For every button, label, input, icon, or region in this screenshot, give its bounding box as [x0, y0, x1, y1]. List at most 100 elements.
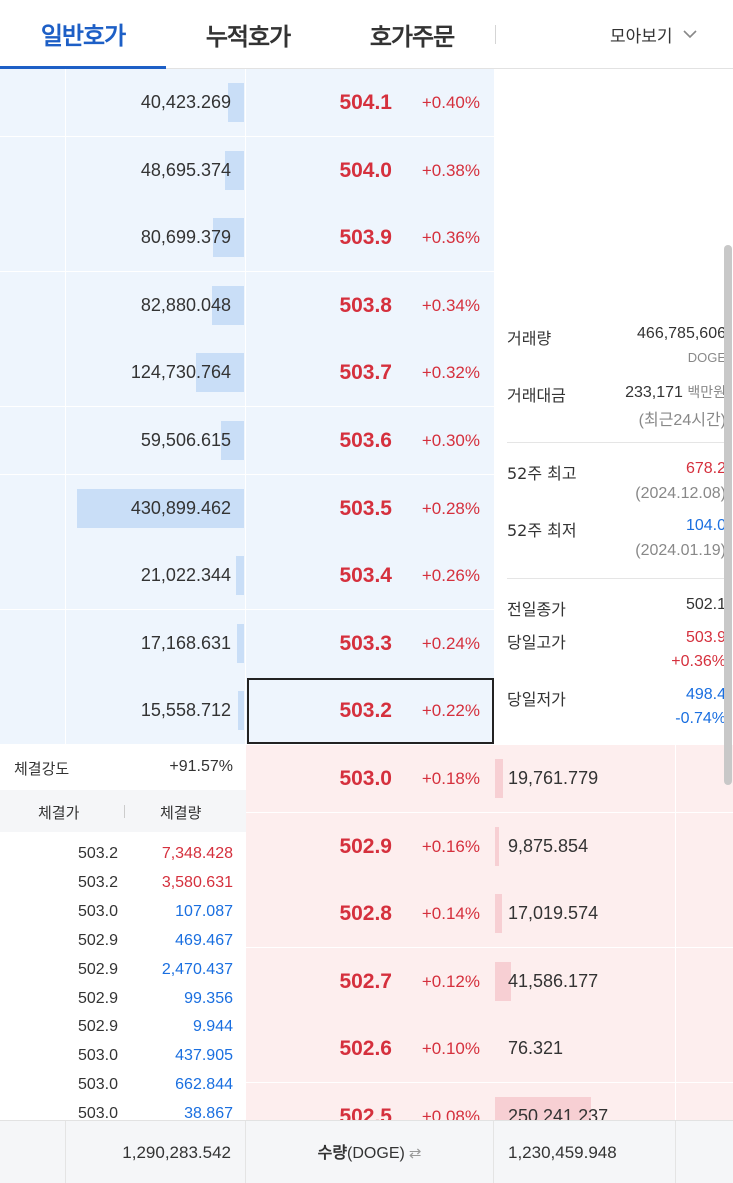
- ask-row[interactable]: 48,695.374 504.0 +0.38%: [0, 136, 733, 205]
- ask-change-pct: +0.22%: [421, 701, 480, 721]
- bid-row[interactable]: 502.6 +0.10% 76.321: [0, 1015, 733, 1084]
- ask-row[interactable]: 17,168.631 503.3 +0.24%: [0, 609, 733, 678]
- ask-total-qty: 1,290,283.542: [66, 1121, 246, 1183]
- ask-row[interactable]: 15,558.712 503.2 +0.22%: [0, 677, 733, 746]
- ask-change-pct: +0.30%: [421, 431, 480, 450]
- ask-price: 503.6: [339, 429, 392, 452]
- bid-qty-cell: 17,019.574: [494, 880, 675, 948]
- ask-qty-cell: 59,506.615: [0, 407, 246, 474]
- trade-qty: 2,470.437: [161, 960, 233, 978]
- amount-unit: 백만원: [687, 385, 726, 401]
- ask-qty: 430,899.462: [130, 497, 231, 518]
- trade-table-header: 체결가 체결량: [0, 790, 246, 832]
- row-divider: [0, 474, 494, 475]
- ask-row[interactable]: 124,730.764 503.7 +0.32%: [0, 339, 733, 408]
- ask-qty-cell: 40,423.269: [0, 69, 246, 136]
- ask-price: 503.2: [339, 699, 392, 723]
- trade-qty: 9.944: [192, 1018, 233, 1036]
- trade-price: 503.0: [77, 1076, 118, 1094]
- ask-price-cell[interactable]: 503.9 +0.36%: [246, 204, 494, 272]
- ask-depth-bar: [238, 691, 244, 731]
- scrollbar[interactable]: [724, 245, 732, 785]
- trade-price: 503.0: [77, 1105, 118, 1121]
- ask-row[interactable]: 59,506.615 503.6 +0.30%: [0, 407, 733, 475]
- row-divider: [246, 879, 733, 881]
- ask-price-cell[interactable]: 503.2 +0.22%: [246, 677, 494, 745]
- row-divider: [246, 947, 733, 949]
- bid-depth-bar: [495, 961, 511, 1001]
- trade-qty-header: 체결량: [160, 804, 202, 822]
- low52-date: (2024.01.19): [635, 542, 726, 559]
- tab-cumulative-orderbook[interactable]: 누적호가: [205, 23, 291, 51]
- bid-price-cell[interactable]: 502.8 +0.14%: [246, 880, 494, 948]
- bid-row[interactable]: 502.9 +0.16% 9,875.854: [0, 812, 733, 881]
- trade-price: 502.9: [77, 960, 118, 978]
- ask-row[interactable]: 21,022.344 503.4 +0.26%: [0, 542, 733, 611]
- ask-depth-bar: [225, 150, 244, 190]
- amount-label: 거래대금: [507, 386, 566, 405]
- header-divider: [124, 805, 125, 818]
- info-divider: [507, 442, 726, 443]
- bid-row[interactable]: 503.0 +0.18% 19,761.779: [0, 745, 733, 813]
- orderbook-tabs: 일반호가 누적호가 호가주문 모아보기: [0, 0, 733, 69]
- trade-row: 503.2 3,580.631: [0, 869, 246, 898]
- day-high-pct: +0.36%: [671, 653, 726, 670]
- ask-price-cell[interactable]: 503.5 +0.28%: [246, 474, 494, 542]
- trade-row: 503.0 437.905: [0, 1042, 246, 1071]
- view-all-dropdown[interactable]: 모아보기: [610, 0, 697, 69]
- prev-close-value: 502.1: [685, 596, 726, 613]
- tab-general-orderbook[interactable]: 일반호가: [0, 0, 166, 69]
- ask-qty: 40,423.269: [140, 92, 231, 112]
- footer-divider: [675, 1121, 676, 1183]
- trade-price: 503.2: [77, 845, 118, 862]
- ask-price-cell[interactable]: 503.3 +0.24%: [246, 609, 494, 677]
- ask-qty-cell: 80,699.379: [0, 204, 246, 272]
- ask-price-cell[interactable]: 504.0 +0.38%: [246, 136, 494, 204]
- bid-price-cell[interactable]: 502.6 +0.10%: [246, 1015, 494, 1083]
- tab-orderbook-order[interactable]: 호가주문: [369, 23, 455, 51]
- bid-change-pct: +0.12%: [421, 971, 480, 991]
- trade-row: 503.0 38.867: [0, 1100, 246, 1121]
- qty-unit: (DOGE): [347, 1145, 405, 1162]
- row-divider: [0, 203, 494, 205]
- qty-unit-toggle[interactable]: 수량(DOGE) ⇄: [246, 1121, 494, 1183]
- bid-price-cell[interactable]: 502.9 +0.16%: [246, 812, 494, 880]
- ask-row[interactable]: 40,423.269 504.1 +0.40%: [0, 69, 733, 137]
- tab-divider: [495, 25, 496, 44]
- trade-qty: 662.844: [175, 1076, 233, 1094]
- orderbook-footer: 1,290,283.542 수량(DOGE) ⇄ 1,230,459.948: [0, 1120, 733, 1183]
- ask-row[interactable]: 80,699.379 503.9 +0.36%: [0, 204, 733, 273]
- ask-qty: 17,168.631: [140, 632, 231, 653]
- row-divider: [0, 406, 494, 408]
- ask-price-cell[interactable]: 503.8 +0.34%: [246, 271, 494, 339]
- bid-row[interactable]: 502.8 +0.14% 17,019.574: [0, 880, 733, 949]
- ask-price-cell[interactable]: 503.4 +0.26%: [246, 542, 494, 610]
- trade-qty: 469.467: [175, 931, 233, 949]
- ask-price-cell[interactable]: 503.6 +0.30%: [246, 407, 494, 474]
- bid-end-cell: [675, 947, 733, 1015]
- bid-price-cell[interactable]: 502.7 +0.12%: [246, 947, 494, 1015]
- trade-qty: 3,580.631: [161, 873, 233, 891]
- cell-divider: [65, 677, 66, 745]
- bid-total-qty: 1,230,459.948: [508, 1143, 617, 1162]
- ask-depth-bar: [236, 556, 244, 596]
- ask-price-cell[interactable]: 504.1 +0.40%: [246, 69, 494, 136]
- ask-change-pct: +0.26%: [421, 566, 480, 586]
- ask-change-pct: +0.32%: [421, 363, 480, 383]
- ask-depth-bar: [228, 83, 244, 122]
- ask-price: 503.5: [339, 496, 392, 520]
- bid-row[interactable]: 502.7 +0.12% 41,586.177: [0, 947, 733, 1016]
- row-divider: [0, 541, 494, 543]
- bid-change-pct: +0.18%: [421, 769, 480, 788]
- ask-price-cell[interactable]: 503.7 +0.32%: [246, 339, 494, 407]
- ask-row[interactable]: 430,899.462 503.5 +0.28%: [0, 474, 733, 543]
- bid-price-cell[interactable]: 503.0 +0.18%: [246, 745, 494, 812]
- bid-depth-bar: [495, 894, 502, 934]
- high52-label: 52주 최고: [507, 464, 577, 483]
- cell-divider: [65, 69, 66, 136]
- ask-change-pct: +0.38%: [421, 160, 480, 180]
- low52-value: 104.0: [685, 517, 726, 534]
- trade-strength-value: +91.57%: [169, 758, 233, 775]
- bid-qty: 41,586.177: [508, 970, 599, 991]
- ask-row[interactable]: 82,880.048 503.8 +0.34%: [0, 271, 733, 340]
